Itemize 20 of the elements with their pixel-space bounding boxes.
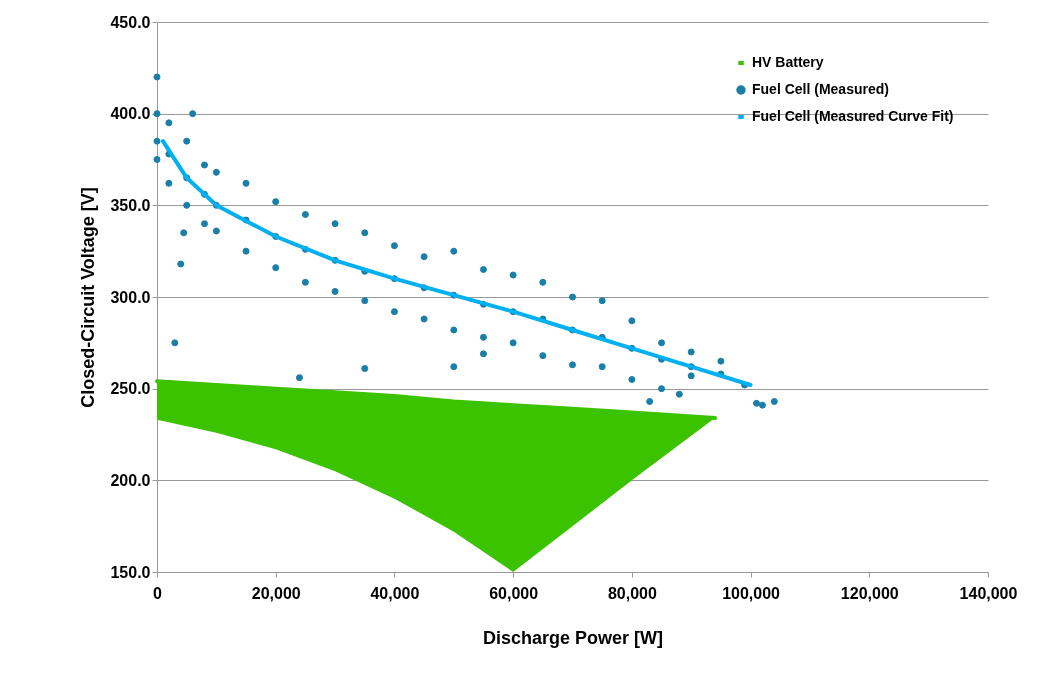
x-tick-label: 20,000 [251,584,301,602]
y-tick-label: 200.0 [110,471,151,489]
y-tick-label: 450.0 [110,13,151,31]
x-tick-label: 0 [153,584,163,602]
x-tick-label: 120,000 [840,584,899,602]
y-tick-label: 300.0 [110,288,151,306]
legend-label: Fuel Cell (Measured) [752,81,889,97]
legend-label: HV Battery [752,54,824,70]
y-tick-label: 250.0 [110,380,151,398]
x-tick-label: 140,000 [959,584,1018,602]
x-tick-label: 80,000 [607,584,657,602]
x-tick-label: 60,000 [489,584,539,602]
y-tick-label: 350.0 [110,196,151,214]
x-tick-label: 100,000 [722,584,781,602]
y-axis-title: Closed-Circuit Voltage [V] [78,187,99,408]
y-tick-label: 400.0 [110,105,151,123]
y-tick-label: 150.0 [110,563,151,581]
x-axis-title: Discharge Power [W] [482,627,664,648]
legend-label: Fuel Cell (Measured Curve Fit) [752,108,954,124]
x-tick-label: 40,000 [370,584,420,602]
